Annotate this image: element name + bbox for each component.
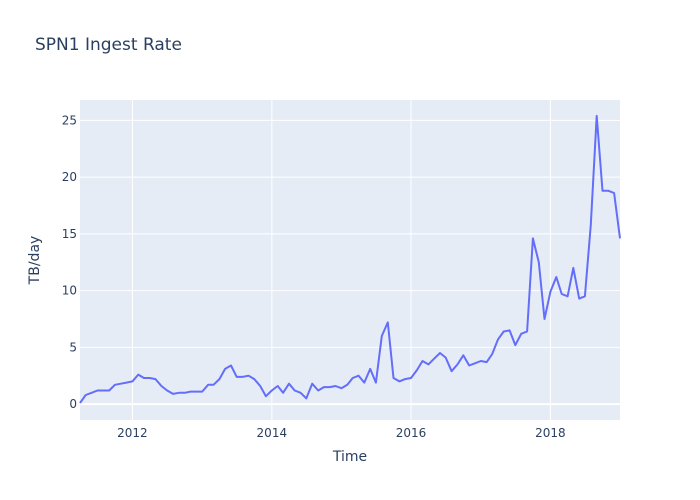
y-axis-label: TB/day — [27, 236, 43, 286]
x-tick-label: 2016 — [396, 426, 427, 440]
y-tick-label: 15 — [62, 227, 77, 241]
y-tick-label: 5 — [69, 340, 77, 354]
y-tick-label: 25 — [62, 113, 77, 127]
series-layer — [79, 114, 621, 404]
x-axis-ticks: 2012 2014 2016 2018 — [117, 426, 566, 440]
series-line — [79, 114, 621, 404]
chart-title: SPN1 Ingest Rate — [35, 35, 182, 55]
x-tick-label: 2012 — [117, 426, 148, 440]
plot-area — [80, 100, 620, 420]
y-tick-label: 10 — [62, 284, 77, 298]
y-tick-label: 0 — [69, 397, 77, 411]
y-tick-label: 20 — [62, 170, 77, 184]
x-tick-label: 2018 — [535, 426, 566, 440]
x-axis-label: Time — [332, 449, 367, 465]
y-axis-ticks: 0 5 10 15 20 25 — [62, 113, 77, 411]
x-tick-label: 2014 — [257, 426, 288, 440]
